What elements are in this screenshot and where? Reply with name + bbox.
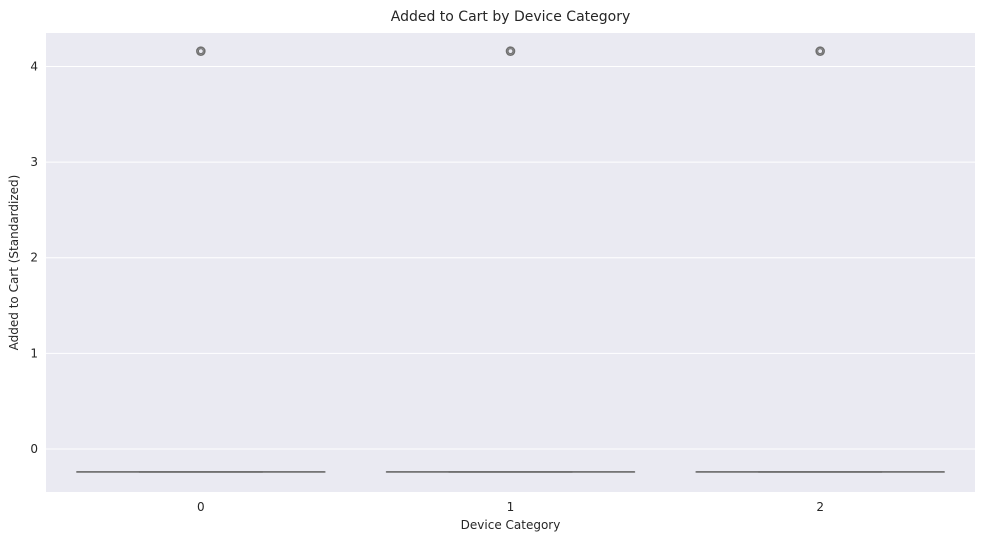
y-tick-label: 0 bbox=[30, 442, 38, 456]
outlier-point bbox=[815, 46, 825, 56]
x-axis-label: Device Category bbox=[461, 518, 561, 532]
plot-area bbox=[46, 33, 975, 492]
box-group bbox=[76, 46, 326, 473]
y-axis-label: Added to Cart (Standardized) bbox=[7, 175, 21, 351]
x-tick-label: 0 bbox=[197, 500, 205, 514]
y-tick-label: 2 bbox=[30, 251, 38, 265]
box-group bbox=[385, 46, 636, 473]
chart-title: Added to Cart by Device Category bbox=[391, 9, 631, 25]
x-tick-label: 2 bbox=[816, 500, 824, 514]
outlier-point bbox=[197, 48, 204, 55]
outlier-point bbox=[507, 48, 514, 55]
x-tick-label: 1 bbox=[507, 500, 515, 514]
y-tick-labels: 0 1 2 3 4 bbox=[30, 59, 38, 456]
gridlines bbox=[46, 65, 975, 450]
y-tick-label: 3 bbox=[30, 155, 38, 169]
y-tick-label: 1 bbox=[30, 346, 38, 360]
boxes bbox=[76, 46, 945, 473]
x-tick-labels: 0 1 2 bbox=[197, 500, 824, 514]
box-group bbox=[695, 46, 945, 473]
outlier-point bbox=[505, 46, 516, 56]
outlier-point bbox=[817, 48, 824, 55]
y-tick-label: 4 bbox=[30, 59, 38, 73]
outlier-point bbox=[196, 46, 206, 56]
